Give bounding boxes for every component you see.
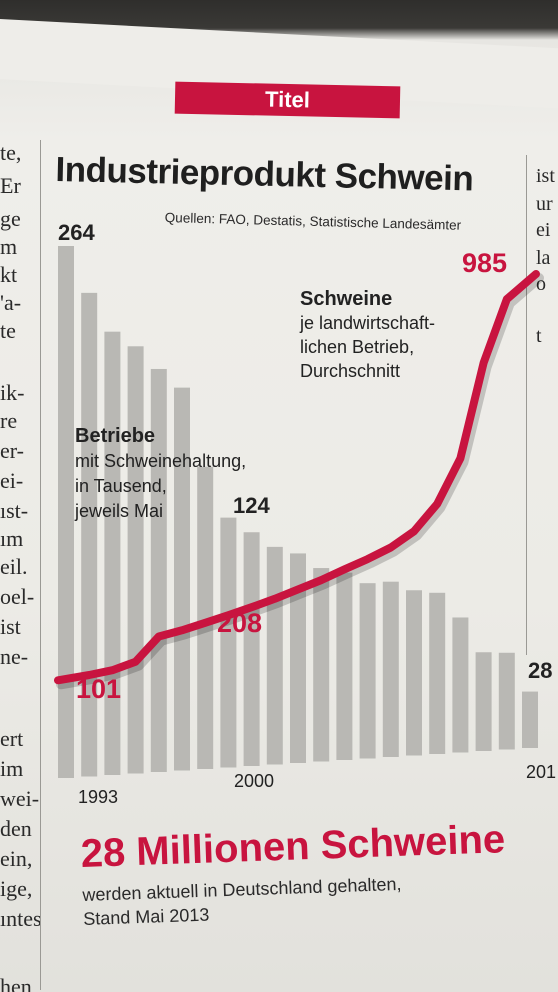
left-column-line: Er xyxy=(0,173,21,198)
left-column-line: 'a- xyxy=(0,290,22,315)
left-column-line: ein, xyxy=(0,846,33,871)
legend-betriebe-line: in Tausend, xyxy=(75,476,167,496)
left-column-line: re xyxy=(0,408,18,433)
left-column-line: ige, xyxy=(0,876,33,901)
left-column-line: te, xyxy=(0,140,22,165)
left-column-line: kt xyxy=(0,262,18,287)
bar-betriebe xyxy=(150,368,167,772)
bar-betriebe xyxy=(452,617,469,753)
bar-betriebe xyxy=(406,590,422,756)
bar-betriebe xyxy=(127,346,144,774)
left-column-line: oel- xyxy=(0,584,35,609)
bar-betriebe xyxy=(522,691,538,748)
bar-betriebe xyxy=(243,532,260,766)
bar-betriebe xyxy=(58,246,74,778)
right-text-column: ist ur ei la o t xyxy=(536,165,558,465)
right-column-line: t xyxy=(536,325,542,347)
line-label-highlight: 208 xyxy=(217,608,262,638)
legend-betriebe-line: jeweils Mai xyxy=(74,501,163,521)
bar-betriebe xyxy=(104,331,121,775)
legend-schweine-line: lichen Betrieb, xyxy=(300,337,414,357)
left-column-line: den xyxy=(0,816,32,841)
left-column-line: ei- xyxy=(0,468,24,493)
left-column-line: te xyxy=(0,318,16,343)
column-rule-left xyxy=(40,140,41,990)
right-column-line: ei xyxy=(536,219,551,241)
left-column-line: ge xyxy=(0,206,21,231)
legend-schweine-line: je landwirtschaft- xyxy=(299,313,435,333)
right-column-line: la xyxy=(536,247,551,269)
left-column-line: eil. xyxy=(0,554,28,579)
left-column-line: wei- xyxy=(0,786,40,811)
left-column-line: m xyxy=(0,234,18,259)
bar-label-highlight: 124 xyxy=(233,493,270,518)
right-column-line: ur xyxy=(536,193,553,215)
left-column-line: hen xyxy=(0,974,32,992)
bar-betriebe xyxy=(475,652,492,751)
bar-betriebe xyxy=(498,652,515,750)
right-column-line: o xyxy=(536,273,546,295)
legend-schweine-title: Schweine xyxy=(300,288,392,310)
left-column-line: ıntes xyxy=(0,906,42,931)
line-label-first: 101 xyxy=(76,674,121,704)
bar-betriebe xyxy=(359,583,376,759)
bar-label-first: 264 xyxy=(58,220,95,245)
left-column-line: ıst- xyxy=(0,498,29,523)
bar-betriebe xyxy=(266,546,283,765)
bar-betriebe xyxy=(313,568,330,762)
bar-betriebe xyxy=(382,581,399,757)
x-tick-label: 1993 xyxy=(78,787,118,807)
right-column-line: ist xyxy=(536,165,555,187)
left-column-line: ert xyxy=(0,726,24,751)
bar-betriebe xyxy=(81,292,98,777)
bar-betriebe xyxy=(197,466,214,769)
left-column-line: ım xyxy=(0,526,24,551)
left-column-line: im xyxy=(0,756,24,781)
bar-betriebe xyxy=(290,553,306,763)
left-text-column: te, Er ge m kt 'a-te ik-re er-ei-ıst-ım eil. oel-… xyxy=(0,140,42,992)
legend-betriebe-line: mit Schweinehaltung, xyxy=(75,451,246,471)
bar-betriebe xyxy=(220,517,237,768)
left-column-line: er- xyxy=(0,438,24,463)
column-rule-right xyxy=(526,155,527,655)
legend-schweine-line: Durchschnitt xyxy=(300,361,400,381)
legend-betriebe-title: Betriebe xyxy=(75,425,155,447)
line-label-last: 985 xyxy=(462,248,507,278)
bar-betriebe xyxy=(336,572,353,760)
line-schweine xyxy=(54,270,540,685)
x-tick-label: 201 xyxy=(526,762,556,782)
left-column-line: ist xyxy=(0,614,21,639)
bar-betriebe xyxy=(429,592,446,754)
bar-label-last: 28 xyxy=(528,658,552,683)
left-column-line: ik- xyxy=(0,380,25,405)
x-tick-label: 2000 xyxy=(234,771,274,791)
left-column-line: ne- xyxy=(0,644,29,669)
line-schweine-shadow xyxy=(56,273,544,690)
bar-betriebe xyxy=(174,387,190,771)
